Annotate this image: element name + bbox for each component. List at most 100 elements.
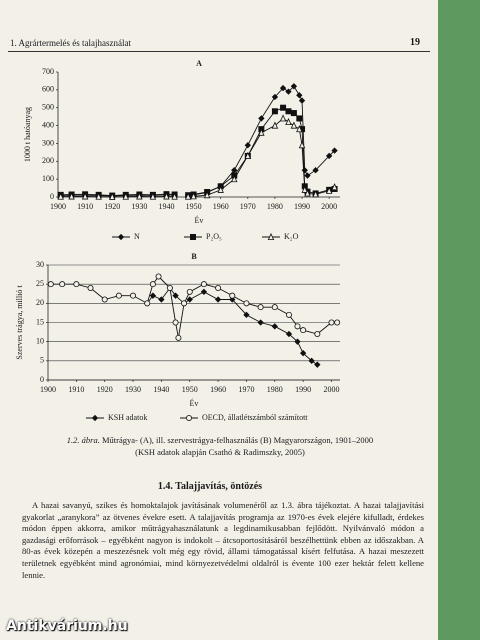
x-tick-label: 2000: [321, 202, 337, 211]
marker: [290, 83, 298, 90]
marker: [325, 186, 333, 194]
caption-source: (KSH adatok alapján Csathó & Radimszky, …: [135, 447, 305, 457]
marker: [163, 192, 170, 200]
marker: [166, 284, 173, 291]
x-tick-label: 1990: [294, 202, 310, 211]
marker: [101, 296, 108, 303]
marker: [217, 185, 224, 193]
marker: [95, 192, 102, 200]
x-tick-label: 1980: [267, 385, 283, 394]
series-line: [60, 117, 335, 198]
x-axis-label: Év: [190, 398, 199, 408]
marker: [258, 115, 265, 122]
marker: [296, 125, 303, 133]
marker: [186, 296, 193, 303]
marker: [257, 319, 264, 326]
chart-title: A: [196, 59, 202, 68]
y-tick-label: 300: [42, 138, 54, 147]
x-tick-label: 1910: [68, 385, 84, 394]
marker: [328, 319, 335, 326]
marker: [279, 114, 287, 122]
chart-title: B: [191, 252, 197, 261]
paper: 1. Agrártermelés és talajhasználat 19 A 1…: [0, 0, 438, 640]
marker: [243, 311, 250, 318]
marker: [149, 192, 157, 200]
marker: [304, 172, 311, 179]
marker: [149, 281, 156, 288]
x-tick-label: 1950: [182, 385, 198, 394]
x-tick-label: 2000: [323, 385, 339, 394]
y-tick-label: 100: [42, 174, 54, 183]
marker: [296, 92, 303, 99]
marker: [214, 296, 222, 303]
marker: [298, 141, 306, 149]
legend-label: N: [134, 232, 140, 241]
running-header: 1. Agrártermelés és talajhasználat: [10, 38, 131, 48]
marker: [304, 189, 311, 197]
marker: [155, 273, 162, 280]
y-tick-label: 0: [50, 192, 54, 201]
marker: [312, 190, 319, 198]
marker: [122, 192, 130, 200]
marker: [57, 192, 64, 200]
x-tick-label: 1960: [210, 385, 226, 394]
marker: [279, 84, 287, 92]
marker: [271, 304, 278, 311]
marker: [301, 167, 308, 174]
header-rule: [8, 51, 430, 52]
x-axis-label: Év: [195, 215, 204, 225]
marker: [215, 284, 222, 291]
marker: [314, 361, 321, 368]
y-tick-label: 5: [40, 356, 44, 365]
x-tick-label: 1900: [40, 385, 56, 394]
marker: [244, 142, 251, 149]
marker: [294, 323, 301, 330]
marker: [298, 97, 306, 104]
y-tick-label: 200: [42, 156, 54, 165]
legend-marker: [91, 414, 99, 422]
marker: [285, 108, 292, 115]
marker: [158, 296, 165, 303]
marker: [175, 334, 182, 341]
marker: [296, 115, 303, 122]
marker: [271, 323, 278, 330]
marker: [115, 292, 122, 299]
marker: [257, 304, 264, 311]
caption: 1.2. ábra. Műtrágya- (A), ill. szervestr…: [30, 434, 410, 458]
marker: [301, 185, 308, 193]
legend-marker: [117, 233, 125, 241]
marker: [186, 288, 193, 295]
marker: [280, 104, 287, 111]
y-tick-label: 0: [40, 375, 44, 384]
y-tick-label: 10: [36, 336, 44, 345]
series-line: [60, 107, 335, 197]
marker: [314, 330, 321, 337]
legend-label: K₂O: [284, 232, 299, 241]
marker: [285, 88, 292, 95]
marker: [172, 292, 179, 299]
marker: [73, 281, 80, 288]
marker: [144, 300, 151, 307]
caption-text: Műtrágya- (A), ill. szervestrágya-felhas…: [101, 435, 374, 445]
x-tick-label: 1960: [213, 202, 229, 211]
x-tick-label: 1970: [238, 385, 254, 394]
marker: [331, 183, 338, 191]
marker: [258, 128, 265, 136]
marker: [109, 192, 116, 200]
y-axis-label: 1000 t hatóanyag: [23, 107, 32, 162]
x-tick-label: 1980: [267, 202, 283, 211]
marker: [312, 167, 319, 174]
marker: [294, 338, 301, 345]
marker: [334, 319, 341, 326]
marker: [149, 292, 157, 299]
marker: [87, 284, 94, 291]
marker: [331, 147, 338, 154]
marker: [244, 151, 252, 159]
x-tick-label: 1920: [104, 202, 120, 211]
y-tick-label: 600: [42, 85, 54, 94]
legend-marker: [185, 414, 192, 421]
marker: [184, 192, 192, 200]
x-tick-label: 1940: [153, 385, 169, 394]
